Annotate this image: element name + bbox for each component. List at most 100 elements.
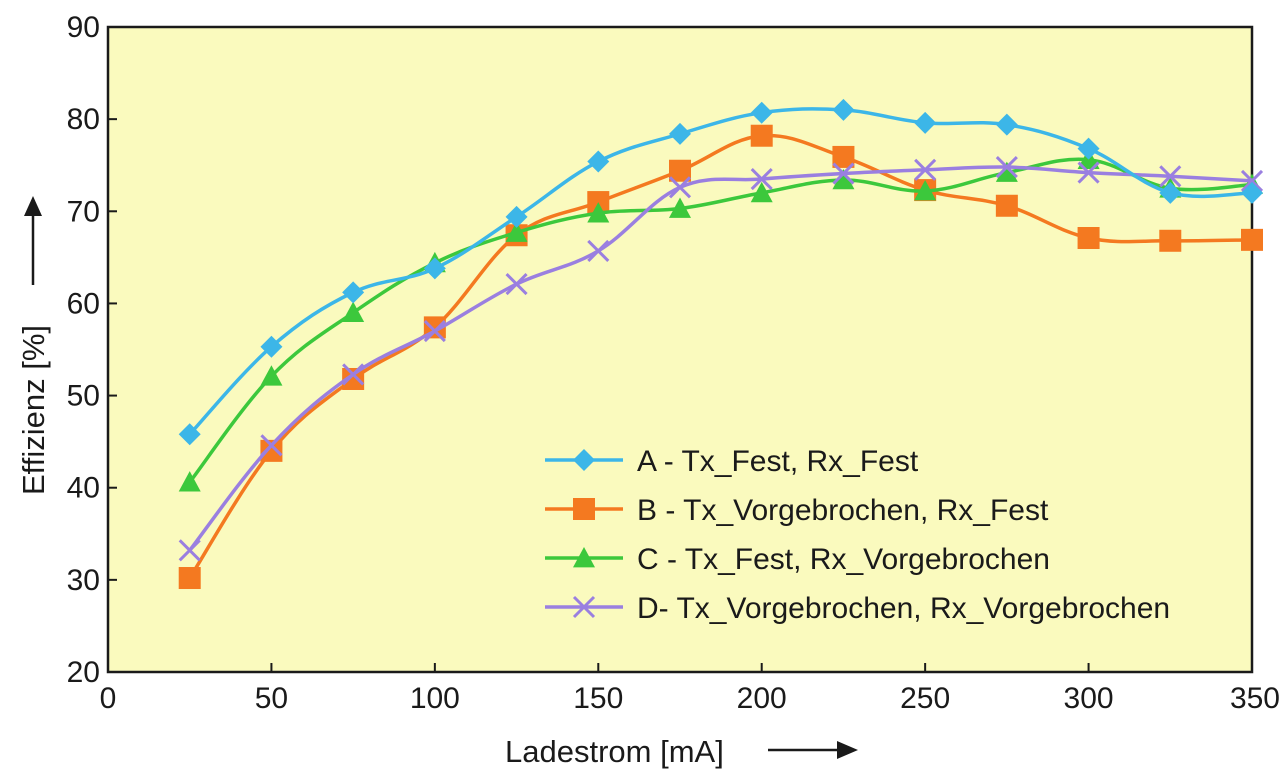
y-tick-label: 80 (67, 103, 100, 136)
y-tick-label: 40 (67, 472, 100, 505)
data-point (832, 168, 855, 190)
data-point (1241, 228, 1263, 251)
data-point (178, 471, 201, 492)
data-point (995, 155, 1018, 179)
legend-item: B - Tx_Vorgebrochen, Rx_Fest (545, 494, 1049, 527)
x-marker-stroke (342, 363, 365, 386)
x-axis-title-group: Ladestrom [mA] (505, 734, 858, 769)
x-marker-stroke (750, 167, 773, 191)
y-axis-title-group: Effizienz [%] (16, 196, 51, 495)
x-marker-stroke (572, 595, 596, 619)
y-tick-label: 60 (67, 287, 100, 320)
series-d (178, 155, 1264, 562)
legend: A - Tx_Fest, Rx_Fest B - Tx_Vorgebrochen,… (545, 445, 1170, 625)
data-point (1077, 137, 1100, 160)
x-marker-stroke (178, 539, 201, 562)
x-tick-label: 350 (1230, 682, 1280, 715)
x-tick-label: 300 (1064, 682, 1114, 715)
data-point (1159, 229, 1182, 252)
legend-marker (573, 498, 595, 520)
data-point (587, 239, 610, 262)
legend-label: B - Tx_Vorgebrochen, Rx_Fest (637, 494, 1049, 527)
y-axis-title: Effizienz [%] (16, 325, 51, 495)
x-marker-stroke (1240, 169, 1264, 192)
x-tick-label: 200 (737, 682, 787, 715)
y-tick-label: 30 (67, 564, 100, 597)
x-marker-stroke (995, 155, 1018, 179)
data-point (342, 281, 365, 304)
data-point (260, 365, 283, 386)
data-point (750, 167, 773, 191)
series-a (178, 98, 1263, 446)
data-point (1159, 181, 1182, 204)
series-layer (178, 98, 1264, 590)
data-point (750, 181, 773, 203)
legend-item: C - Tx_Fest, Rx_Vorgebrochen (545, 543, 1050, 576)
data-point (260, 335, 283, 358)
data-point (832, 98, 855, 121)
legend-marker (573, 547, 595, 568)
x-axis-title: Ladestrom [mA] (505, 734, 724, 769)
x-marker-stroke (1077, 161, 1100, 184)
data-point (995, 113, 1018, 136)
y-tick-label: 20 (67, 656, 100, 689)
x-tick-label: 100 (410, 682, 460, 715)
data-point (1077, 161, 1100, 184)
data-point (914, 111, 937, 134)
legend-item: A - Tx_Fest, Rx_Fest (545, 445, 919, 478)
x-marker-stroke (423, 320, 446, 343)
data-point (342, 367, 365, 390)
data-point (669, 122, 691, 145)
data-point (1077, 227, 1100, 250)
x-marker-stroke (668, 176, 692, 199)
x-tick-label: 150 (573, 682, 623, 715)
data-point (1241, 181, 1263, 204)
x-tick-label: 50 (255, 682, 288, 715)
data-point (1240, 169, 1264, 192)
data-point (995, 194, 1018, 217)
data-point (914, 158, 937, 181)
legend-label: C - Tx_Fest, Rx_Vorgebrochen (637, 543, 1050, 576)
legend-marker (573, 449, 595, 471)
data-point (750, 101, 773, 124)
x-marker-stroke (832, 162, 855, 185)
data-point (342, 301, 365, 322)
data-point (260, 439, 283, 462)
data-point (423, 257, 446, 280)
data-point (178, 567, 201, 590)
y-tick-label: 70 (67, 195, 100, 228)
x-tick-label: 250 (900, 682, 950, 715)
data-point (587, 191, 610, 214)
x-marker-stroke (587, 239, 610, 262)
data-point (668, 176, 692, 199)
x-marker-stroke (260, 434, 283, 457)
data-point (669, 197, 691, 218)
data-point (832, 145, 855, 168)
y-axis-ticks: 20 30 40 50 60 70 80 90 (67, 11, 117, 689)
data-point (178, 423, 201, 446)
data-point (587, 150, 610, 173)
data-point (995, 161, 1018, 182)
data-point (1159, 165, 1182, 188)
legend-marker (572, 595, 596, 619)
data-point (587, 202, 610, 223)
y-tick-label: 50 (67, 380, 100, 413)
y-axis-arrow-icon (24, 196, 42, 216)
x-axis-arrow-icon (837, 741, 858, 759)
data-point (505, 273, 528, 296)
x-marker-stroke (1159, 165, 1182, 188)
data-point (260, 434, 283, 457)
data-point (423, 320, 446, 343)
legend-item: D- Tx_Vorgebrochen, Rx_Vorgebrochen (545, 592, 1170, 625)
data-point (914, 180, 937, 201)
data-point (342, 363, 365, 386)
data-point (669, 159, 691, 182)
x-marker-stroke (505, 273, 528, 296)
legend-label: D- Tx_Vorgebrochen, Rx_Vorgebrochen (637, 592, 1170, 625)
x-axis-ticks: 0 50 100 150 200 250 300 350 (100, 663, 1280, 715)
y-tick-label: 90 (67, 11, 100, 44)
data-point (505, 221, 528, 242)
data-point (505, 205, 528, 228)
x-tick-label: 0 (100, 682, 117, 715)
